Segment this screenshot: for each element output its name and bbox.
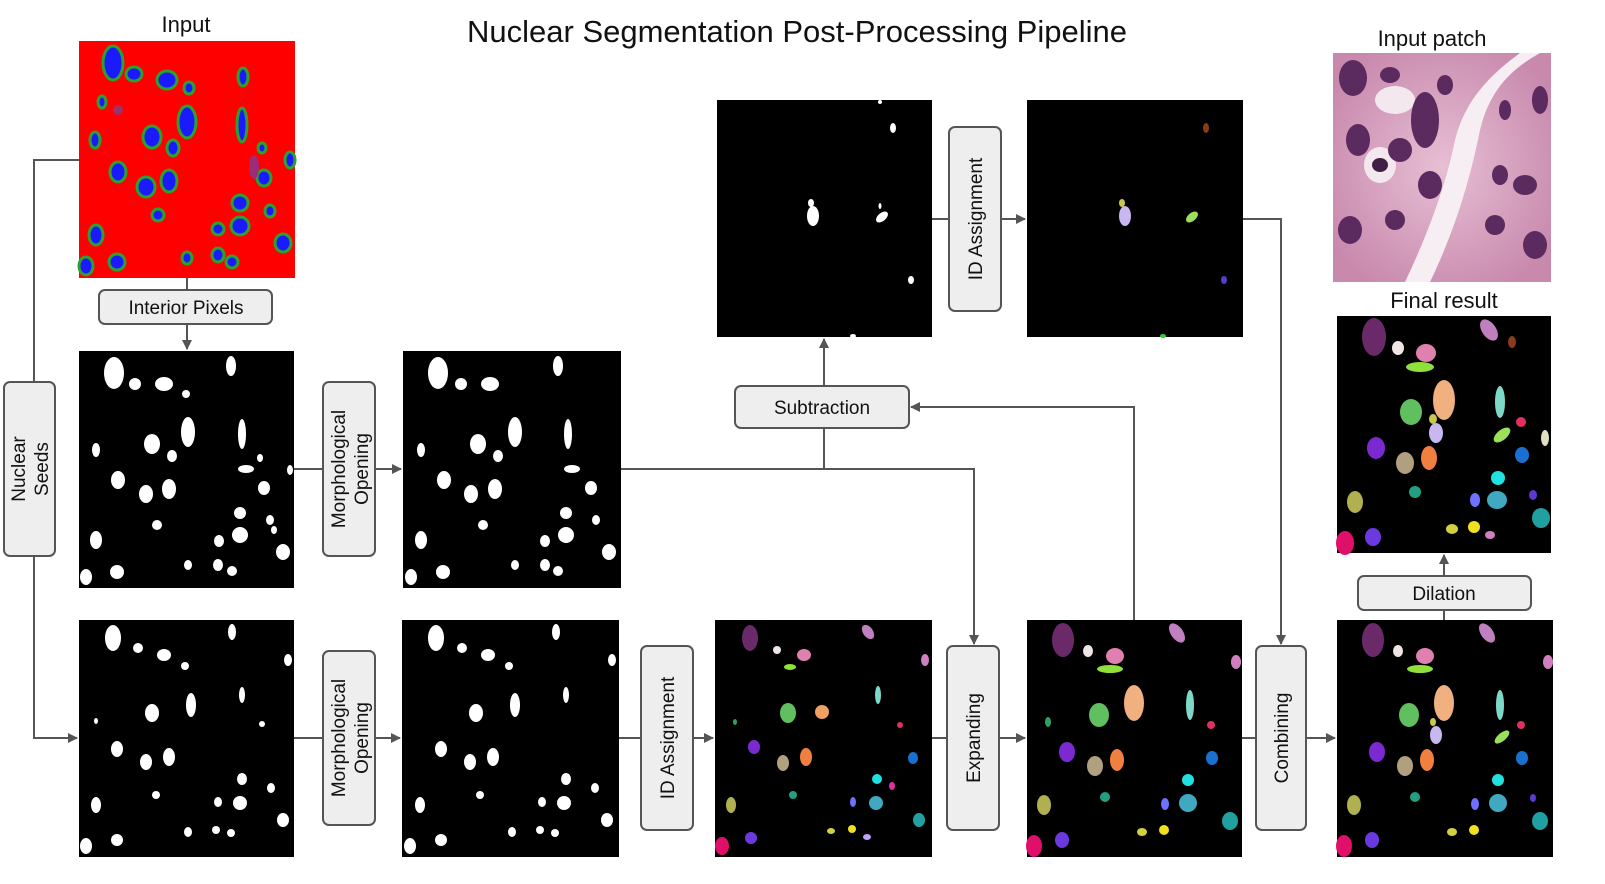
- id-assignment-step-top: ID Assignment: [948, 126, 1002, 312]
- combining-label: Combining: [1272, 693, 1293, 784]
- nuclear-seeds-mask: [79, 620, 294, 857]
- interior-pixels-label: Interior Pixels: [128, 298, 243, 319]
- input-patch-caption: Input patch: [1378, 26, 1487, 51]
- morph-opening-step-top: Morphological Opening: [322, 381, 376, 557]
- interior-pixels-step: Interior Pixels: [98, 289, 273, 325]
- id-assignment-label: ID Assignment: [966, 157, 987, 280]
- final-result-caption: Final result: [1390, 288, 1498, 313]
- input-patch-image: [1333, 53, 1551, 282]
- nuclear-seeds-step: Nuclear Seeds: [3, 381, 56, 557]
- nuclear-seeds-label-2: Seeds: [32, 442, 53, 496]
- expanding-label: Expanding: [964, 693, 985, 783]
- morph-opening-label-1: Morphological: [329, 679, 350, 797]
- combined-mask: [1336, 620, 1553, 857]
- interior-pixels-mask: [79, 351, 294, 588]
- page-title: Nuclear Segmentation Post-Processing Pip…: [467, 14, 1127, 49]
- dilation-label: Dilation: [1412, 584, 1475, 605]
- combining-step: Combining: [1255, 645, 1307, 831]
- final-result-mask: [1336, 316, 1551, 555]
- seed-id-mask: [715, 620, 932, 857]
- morph-opening-label-2: Opening: [352, 702, 373, 774]
- morph-opening-label-2: Opening: [352, 433, 373, 505]
- input-probability-map: [77, 41, 297, 278]
- morph-opening-step-bottom: Morphological Opening: [322, 650, 376, 826]
- subtraction-mask: [717, 100, 932, 338]
- opened-seeds-mask: [402, 620, 619, 857]
- subtraction-step: Subtraction: [734, 385, 910, 429]
- nuclear-seeds-label-1: Nuclear: [9, 436, 30, 502]
- dilation-step: Dilation: [1357, 575, 1532, 611]
- id-assignment-step-bottom: ID Assignment: [640, 645, 694, 831]
- expanded-mask: [1026, 620, 1242, 857]
- subtraction-label: Subtraction: [774, 398, 870, 419]
- input-caption: Input: [162, 12, 211, 37]
- id-assignment-label: ID Assignment: [658, 676, 679, 799]
- morph-opening-label-1: Morphological: [329, 410, 350, 528]
- expanding-step: Expanding: [946, 645, 1000, 831]
- subtraction-id-mask: [1027, 100, 1243, 338]
- opened-interior-mask: [403, 351, 621, 588]
